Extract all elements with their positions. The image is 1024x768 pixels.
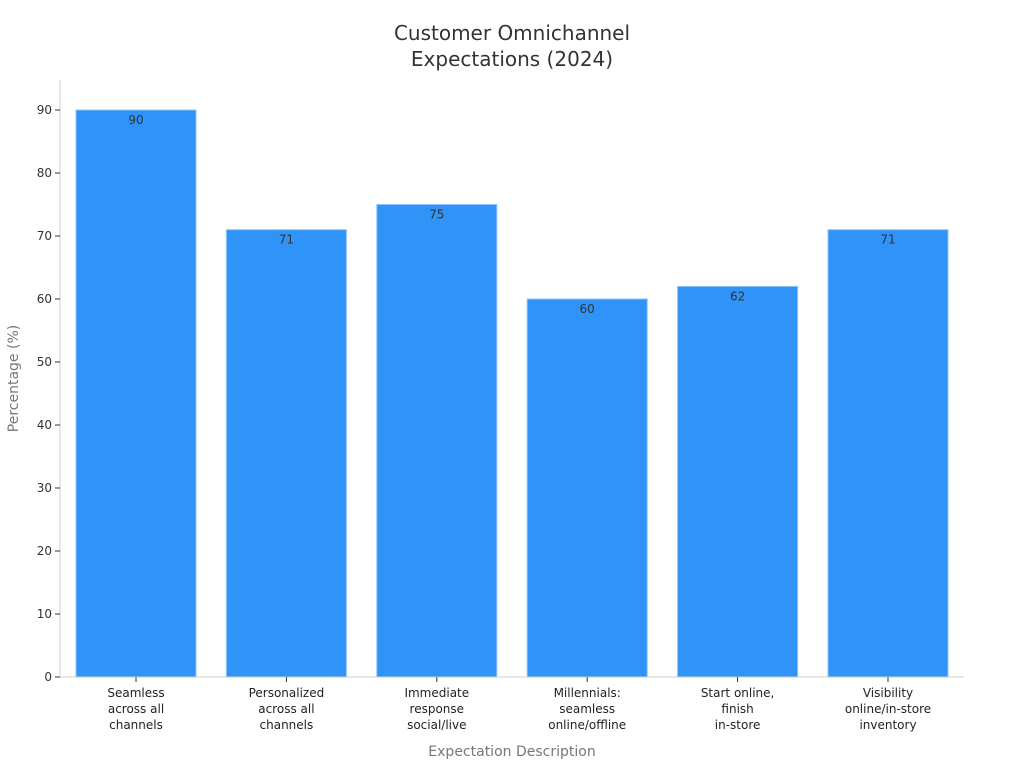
y-tick-label: 70 — [37, 229, 52, 243]
y-axis-title: Percentage (%) — [6, 325, 22, 432]
x-tick-label: Start online, finish in-store — [701, 686, 775, 732]
y-tick-label: 0 — [44, 670, 52, 684]
y-tick-label: 10 — [37, 607, 52, 621]
chart-title-line-2: Expectations (2024) — [410, 47, 614, 71]
y-tick-label: 30 — [37, 481, 52, 495]
x-ticks: Seamless across all channels Personalized ac… — [107, 677, 931, 732]
x-tick-label: Visibility online/in-store inventory — [845, 686, 931, 732]
y-tick-label: 50 — [37, 355, 52, 369]
axes-layer — [59, 80, 964, 678]
chart-title-line-1: Customer Omnichannel — [393, 21, 631, 45]
bar-value-label: 60 — [580, 302, 595, 316]
x-tick-label: Immediate response social/live — [404, 686, 469, 732]
bar — [75, 109, 197, 678]
x-tick-label: Millennials: seamless online/offline — [548, 686, 626, 732]
bar-value-label: 71 — [880, 233, 895, 247]
y-ticks: 0 10 20 30 40 50 60 70 80 90 — [37, 103, 60, 684]
bar — [526, 298, 648, 678]
y-tick-label: 40 — [37, 418, 52, 432]
x-tick-label: Personalized across all channels — [249, 686, 325, 732]
bar-value-label: 71 — [279, 233, 294, 247]
y-tick-label: 80 — [37, 166, 52, 180]
bar — [225, 229, 347, 678]
x-tick-label: Seamless across all channels — [107, 686, 164, 732]
y-tick-label: 60 — [37, 292, 52, 306]
data-labels: 90 71 75 60 62 71 — [128, 113, 895, 316]
bar — [376, 204, 498, 678]
chart-title: Customer Omnichannel Expectations (2024) — [0, 20, 1024, 72]
bar-value-label: 62 — [730, 289, 745, 303]
bar-value-label: 90 — [128, 113, 143, 127]
y-tick-label: 90 — [37, 103, 52, 117]
y-tick-label: 20 — [37, 544, 52, 558]
bars-layer — [75, 109, 949, 678]
x-axis-title: Expectation Description — [428, 744, 595, 760]
bar — [677, 285, 799, 678]
bar-value-label: 75 — [429, 208, 444, 222]
bar — [827, 229, 949, 678]
